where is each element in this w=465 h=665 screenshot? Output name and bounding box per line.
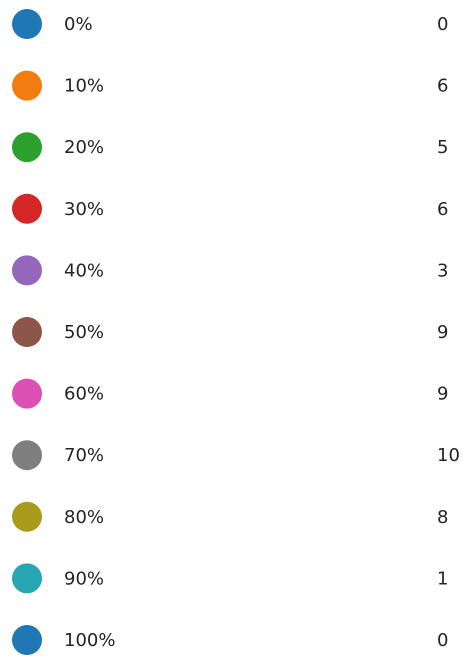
legend-label: 20% (64, 137, 104, 158)
legend-swatch (12, 378, 42, 409)
legend-label: 30% (64, 199, 104, 220)
legend-label: 70% (64, 445, 104, 466)
response-count: 9 (437, 322, 448, 343)
legend-swatch (12, 132, 42, 163)
legend-label: 100% (64, 630, 115, 651)
response-count: 6 (437, 199, 448, 220)
response-count: 1 (437, 568, 448, 589)
legend-label: 90% (64, 568, 104, 589)
legend-label: 80% (64, 507, 104, 528)
legend-label: 10% (64, 76, 104, 97)
legend-swatch (12, 625, 42, 655)
legend-label: 60% (64, 384, 104, 405)
legend-label: 50% (64, 322, 104, 343)
legend-swatch (12, 193, 42, 224)
response-count: 9 (437, 384, 448, 405)
legend-label: 0% (64, 14, 93, 35)
legend-swatch (12, 255, 42, 286)
legend-swatch (12, 563, 42, 594)
response-count: 3 (437, 260, 448, 281)
response-count: 5 (437, 137, 448, 158)
legend-swatch (12, 9, 42, 39)
legend-swatch (12, 440, 42, 471)
legend-swatch (12, 70, 42, 101)
response-count: 6 (437, 76, 448, 97)
response-count: 8 (437, 507, 448, 528)
response-count: 0 (437, 630, 448, 651)
legend-swatch (12, 317, 42, 347)
response-count: 0 (437, 14, 448, 35)
legend-label: 40% (64, 260, 104, 281)
legend-swatch (12, 501, 42, 532)
response-count: 10 (437, 445, 460, 466)
